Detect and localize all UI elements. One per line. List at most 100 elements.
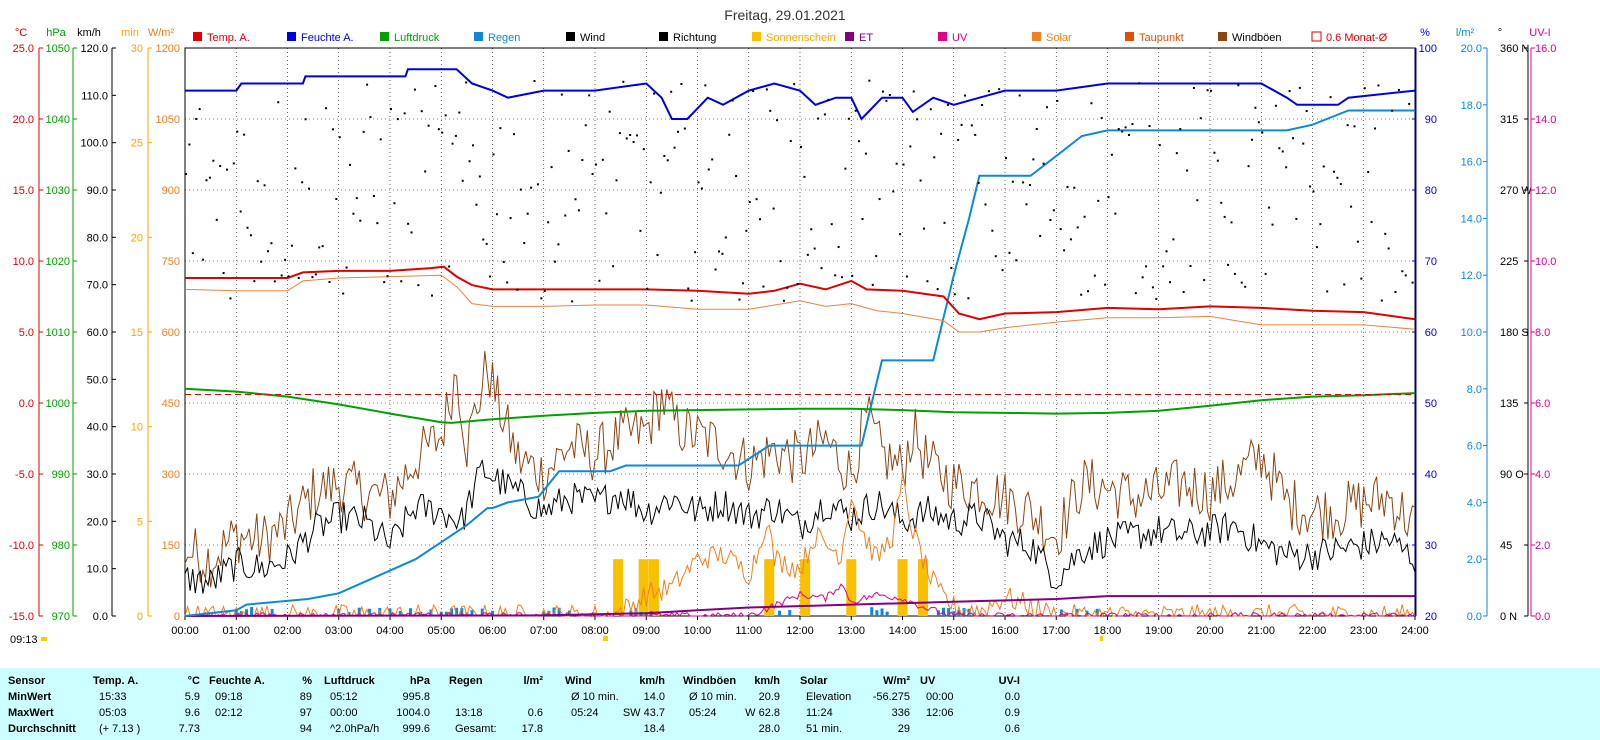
sunshine-bar (918, 559, 928, 616)
percent-axis-tick-label: 50 (1425, 398, 1437, 410)
direction-point (745, 229, 748, 232)
direction-point (420, 110, 423, 113)
hpa-axis-tick-label: 1030 (46, 185, 70, 197)
direction-point (981, 104, 984, 107)
direction-point (1032, 158, 1035, 161)
direction-point (1179, 128, 1182, 131)
direction-point (253, 280, 256, 283)
direction-point (1281, 150, 1284, 153)
direction-point (1206, 89, 1209, 92)
stats-cell: 0.9 (1004, 707, 1020, 719)
legend-label: Luftdruck (394, 32, 440, 44)
direction-point (550, 166, 553, 169)
rain-tick (450, 608, 453, 616)
stats-cell: UV-I (998, 675, 1020, 687)
direction-point (212, 159, 215, 162)
rain-tick (455, 607, 459, 616)
sunshine-bar (800, 559, 811, 616)
direction-point (998, 88, 1001, 91)
lm2-axis-tick-label: 2.0 (1467, 554, 1482, 566)
stats-cell: Ø 10 min. (571, 691, 619, 703)
direction-point (1271, 223, 1274, 226)
kmh-axis-tick-label: 110.0 (81, 90, 108, 102)
sunshine-bar (764, 559, 775, 616)
stats-cell: km/h (754, 675, 780, 687)
direction-point (386, 275, 389, 278)
direction-point (256, 180, 259, 183)
direction-point (536, 183, 539, 186)
direction-point (308, 187, 310, 190)
direction-point (222, 272, 225, 275)
direction-point (345, 266, 348, 269)
legend-label: Solar (1046, 32, 1072, 44)
direction-point (803, 175, 806, 178)
direction-point (441, 131, 444, 134)
direction-point (410, 231, 413, 234)
direction-point (653, 92, 656, 95)
min-axis-tick-label: 20 (131, 232, 143, 244)
lm2-axis-tick-label: 16.0 (1461, 157, 1482, 169)
direction-point (659, 191, 662, 194)
direction-point (1408, 102, 1411, 105)
rain-tick (552, 607, 556, 616)
direction-point (1329, 96, 1332, 99)
direction-point (198, 108, 201, 111)
direction-point (1015, 259, 1018, 262)
sunshine-bar (648, 559, 659, 616)
direction-point (1404, 274, 1407, 277)
direction-point (584, 124, 587, 127)
wm2-axis-tick-label: 1050 (156, 114, 180, 126)
direction-point (1237, 84, 1240, 87)
direction-point (694, 251, 697, 254)
direction-point (485, 242, 488, 245)
direction-point (1046, 106, 1048, 109)
legend-swatch (1311, 31, 1322, 42)
stats-cell: 1004.0 (396, 707, 430, 719)
direction-point (1155, 297, 1158, 300)
sun-marker (603, 636, 608, 641)
direction-point (219, 165, 222, 168)
wm2-axis-tick-label: 1200 (156, 43, 180, 55)
direction-point (328, 281, 331, 284)
direction-point (1049, 218, 1052, 221)
series-feuchte-a- (185, 68, 1416, 121)
deg-axis-tick-label: 180 S (1500, 327, 1529, 339)
rain-tick (885, 611, 889, 616)
direction-point (396, 118, 399, 121)
stats-cell: 15:33 (99, 691, 127, 703)
direction-point (878, 198, 881, 201)
stats-cell: ^2.0hPa/h (330, 723, 380, 735)
direction-point (454, 134, 457, 137)
min-unit: min (121, 27, 139, 39)
direction-point (1401, 270, 1404, 273)
percent-axis-tick-label: 60 (1425, 327, 1437, 339)
kmh-axis-tick-label: 40.0 (87, 422, 108, 434)
direction-point (1107, 196, 1110, 199)
direction-point (902, 163, 905, 166)
direction-point (800, 145, 802, 148)
direction-point (335, 198, 338, 201)
celsius-axis-tick-label: 5.0 (19, 327, 34, 339)
direction-point (1319, 223, 1322, 226)
direction-point (680, 83, 683, 86)
direction-point (393, 202, 396, 205)
direction-point (847, 117, 850, 120)
percent-unit: % (1420, 27, 1430, 39)
rain-tick (460, 607, 464, 616)
rain-tick (778, 610, 781, 616)
kmh-axis-tick-label: 0.0 (93, 611, 108, 623)
legend-label: Sonnenschein (766, 32, 836, 44)
direction-point (437, 128, 440, 131)
direction-point (950, 266, 953, 269)
direction-point (1151, 286, 1154, 289)
direction-point (468, 160, 471, 163)
direction-point (974, 133, 977, 136)
direction-point (465, 81, 468, 84)
x-tick-label: 04:00 (376, 625, 404, 637)
direction-point (564, 214, 567, 217)
legend-swatch (659, 32, 668, 41)
direction-point (690, 299, 693, 302)
rain-tick (870, 607, 874, 616)
direction-point (796, 282, 799, 285)
stats-cell: Solar (800, 675, 828, 687)
